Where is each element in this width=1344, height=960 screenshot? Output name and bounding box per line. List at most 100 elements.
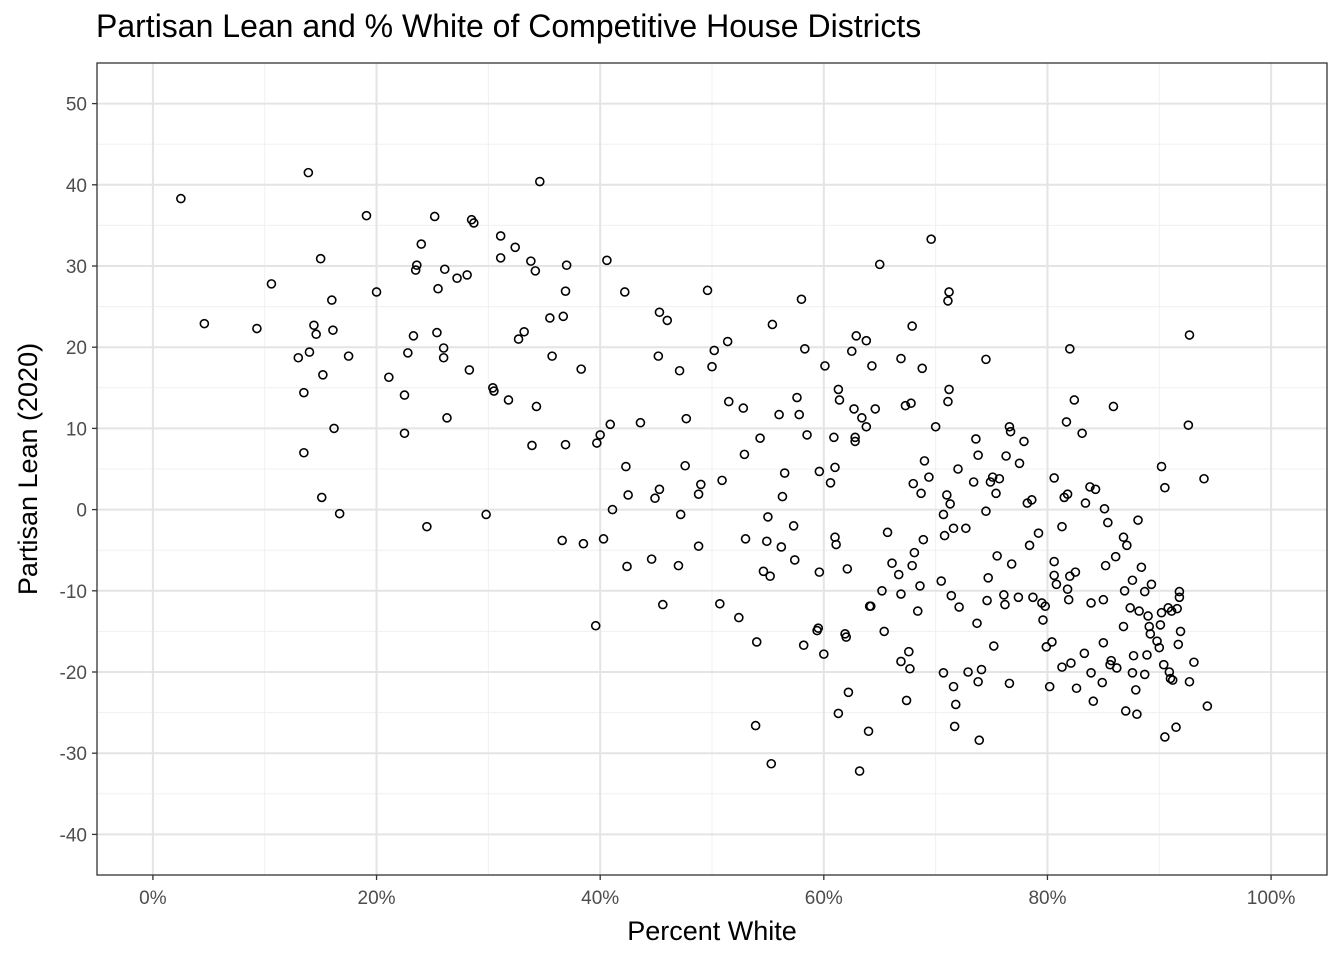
scatter-point bbox=[650, 493, 660, 504]
scatter-point bbox=[982, 595, 992, 606]
scatter-point bbox=[991, 488, 1001, 499]
scatter-point bbox=[1069, 395, 1080, 405]
y-tick-label: -40 bbox=[60, 825, 87, 846]
data-points bbox=[176, 167, 1213, 776]
scatter-point bbox=[767, 319, 778, 330]
scatter-point bbox=[1049, 473, 1059, 483]
scatter-point bbox=[680, 460, 690, 471]
scatter-point bbox=[942, 490, 952, 500]
scatter-point bbox=[1057, 521, 1067, 532]
scatter-point bbox=[908, 478, 919, 489]
scatter-point bbox=[702, 285, 713, 296]
scatter-point bbox=[1145, 629, 1156, 639]
scatter-point bbox=[1118, 621, 1129, 632]
y-tick-label: 50 bbox=[66, 95, 87, 116]
scatter-point bbox=[1041, 642, 1052, 652]
scatter-point bbox=[416, 239, 427, 249]
scatter-point bbox=[1013, 592, 1024, 603]
scatter-point bbox=[1097, 677, 1108, 688]
scatter-point bbox=[176, 193, 186, 204]
scatter-point bbox=[846, 346, 857, 357]
plot-panel-border bbox=[96, 62, 1328, 876]
scatter-point bbox=[1065, 344, 1075, 354]
scatter-point bbox=[814, 466, 825, 477]
scatter-point bbox=[765, 571, 775, 581]
scatter-point bbox=[893, 569, 904, 580]
scatter-point bbox=[954, 602, 964, 612]
scatter-point bbox=[1049, 570, 1059, 581]
scatter-point bbox=[1049, 556, 1059, 567]
scatter-point bbox=[1024, 540, 1035, 551]
scatter-point bbox=[930, 421, 941, 432]
scatter-point bbox=[527, 440, 537, 451]
scatter-point bbox=[919, 456, 930, 466]
scatter-point bbox=[939, 530, 950, 541]
scatter-point bbox=[900, 400, 911, 411]
scatter-point bbox=[1118, 532, 1129, 543]
scatter-point bbox=[961, 523, 971, 534]
scatter-point bbox=[1063, 594, 1074, 605]
scatter-point bbox=[561, 260, 572, 270]
scatter-point bbox=[1044, 681, 1055, 692]
scatter-point bbox=[662, 315, 673, 326]
scatter-point bbox=[798, 640, 809, 651]
scatter-point bbox=[776, 542, 787, 552]
scatter-point bbox=[926, 234, 936, 245]
x-axis-ticks: 0% 20% 40% 60% 80% 100% bbox=[139, 875, 1295, 909]
scatter-point bbox=[987, 472, 998, 482]
scatter-point bbox=[802, 430, 812, 440]
scatter-point bbox=[1086, 668, 1096, 678]
scatter-point bbox=[1132, 709, 1142, 720]
scatter-point bbox=[849, 404, 859, 414]
scatter-point bbox=[654, 484, 665, 495]
scatter-point bbox=[530, 266, 541, 276]
scatter-point bbox=[779, 468, 790, 478]
scatter-point bbox=[595, 430, 605, 440]
scatter-point bbox=[489, 386, 499, 396]
scatter-point bbox=[948, 523, 959, 534]
scatter-point bbox=[318, 370, 328, 380]
scatter-point bbox=[1158, 659, 1169, 670]
scatter-point bbox=[924, 472, 934, 482]
scatter-point bbox=[1184, 330, 1195, 340]
scatter-point bbox=[915, 581, 925, 591]
scatter-point bbox=[1128, 650, 1139, 661]
scatter-point bbox=[1038, 615, 1048, 625]
scatter-point bbox=[361, 210, 372, 221]
scatter-point bbox=[863, 726, 874, 737]
scatter-point bbox=[1077, 428, 1087, 439]
scatter-point bbox=[1108, 401, 1119, 412]
scatter-point bbox=[411, 260, 422, 270]
scatter-point bbox=[766, 758, 777, 769]
scatter-point bbox=[1070, 567, 1081, 577]
scatter-point bbox=[675, 509, 686, 520]
scatter-point bbox=[503, 395, 514, 405]
scatter-point bbox=[896, 589, 906, 599]
scatter-point bbox=[833, 384, 844, 395]
scatter-point bbox=[874, 259, 885, 270]
scatter-point bbox=[948, 681, 959, 692]
scatter-point bbox=[755, 433, 765, 443]
x-tick-label: 100% bbox=[1247, 888, 1296, 909]
scatter-point bbox=[1088, 696, 1099, 707]
scatter-point bbox=[469, 218, 479, 228]
scatter-point bbox=[887, 558, 897, 568]
grid-lines bbox=[97, 63, 1327, 875]
y-tick-label: 10 bbox=[66, 419, 87, 440]
scatter-point bbox=[905, 663, 915, 674]
scatter-point bbox=[654, 307, 665, 318]
scatter-point bbox=[983, 573, 993, 583]
scatter-point bbox=[1127, 668, 1138, 678]
x-tick-label: 80% bbox=[1028, 888, 1066, 909]
scatter-point bbox=[938, 509, 949, 520]
scatter-point bbox=[938, 668, 949, 678]
scatter-point bbox=[1119, 585, 1130, 596]
scatter-point bbox=[1139, 669, 1150, 680]
scatter-point bbox=[1098, 594, 1109, 605]
scatter-point bbox=[1130, 685, 1141, 695]
scatter-point bbox=[907, 321, 917, 331]
scatter-point bbox=[1001, 451, 1011, 461]
scatter-point bbox=[751, 637, 762, 647]
scatter-point bbox=[1202, 701, 1213, 711]
scatter-point bbox=[877, 585, 887, 596]
